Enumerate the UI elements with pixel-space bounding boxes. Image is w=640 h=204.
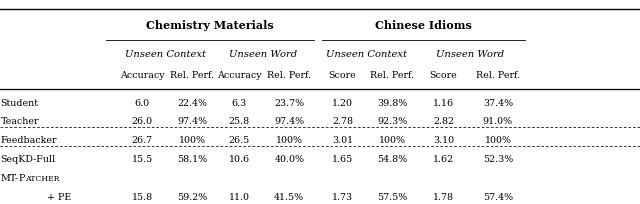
Text: 37.4%: 37.4% [483,99,513,108]
Text: 3.10: 3.10 [433,136,454,145]
Text: 1.73: 1.73 [332,193,353,202]
Text: 100%: 100% [484,136,511,145]
Text: 59.2%: 59.2% [177,193,207,202]
Text: 1.20: 1.20 [332,99,353,108]
Text: 39.8%: 39.8% [377,99,408,108]
Text: 92.3%: 92.3% [377,118,408,126]
Text: Feedbacker: Feedbacker [1,136,57,145]
Text: 54.8%: 54.8% [377,155,408,164]
Text: 2.82: 2.82 [433,118,454,126]
Text: 1.65: 1.65 [332,155,353,164]
Text: Unseen Word: Unseen Word [436,50,504,59]
Text: 1.16: 1.16 [433,99,454,108]
Text: Unseen Word: Unseen Word [229,50,297,59]
Text: 26.0: 26.0 [131,118,153,126]
Text: 2.78: 2.78 [332,118,353,126]
Text: 52.3%: 52.3% [483,155,513,164]
Text: 23.7%: 23.7% [274,99,305,108]
Text: Unseen Context: Unseen Context [125,50,205,59]
Text: 58.1%: 58.1% [177,155,207,164]
Text: 26.7: 26.7 [131,136,153,145]
Text: Score: Score [328,71,356,80]
Text: Rel. Perf.: Rel. Perf. [371,71,414,80]
Text: 100%: 100% [379,136,406,145]
Text: Accuracy: Accuracy [217,71,262,80]
Text: Accuracy: Accuracy [120,71,164,80]
Text: 57.5%: 57.5% [377,193,408,202]
Text: 22.4%: 22.4% [177,99,207,108]
Text: Student: Student [1,99,38,108]
Text: 26.5: 26.5 [228,136,250,145]
Text: 40.0%: 40.0% [275,155,304,164]
Text: Score: Score [429,71,458,80]
Text: 97.4%: 97.4% [177,118,207,126]
Text: Rel. Perf.: Rel. Perf. [170,71,214,80]
Text: ATCHER: ATCHER [25,175,60,183]
Text: 57.4%: 57.4% [483,193,513,202]
Text: 15.5: 15.5 [131,155,153,164]
Text: Chinese Idioms: Chinese Idioms [375,20,472,31]
Text: 100%: 100% [179,136,205,145]
Text: + PE: + PE [47,193,71,202]
Text: 97.4%: 97.4% [274,118,305,126]
Text: 91.0%: 91.0% [483,118,513,126]
Text: 25.8: 25.8 [228,118,250,126]
Text: 11.0: 11.0 [229,193,250,202]
Text: 10.6: 10.6 [228,155,250,164]
Text: Rel. Perf.: Rel. Perf. [268,71,311,80]
Text: 100%: 100% [276,136,303,145]
Text: 1.78: 1.78 [433,193,454,202]
Text: 3.01: 3.01 [332,136,353,145]
Text: SeqKD-Full: SeqKD-Full [1,155,56,164]
Text: Rel. Perf.: Rel. Perf. [476,71,520,80]
Text: Teacher: Teacher [1,118,39,126]
Text: 41.5%: 41.5% [274,193,305,202]
Text: Chemistry Materials: Chemistry Materials [146,20,273,31]
Text: 6.0: 6.0 [134,99,150,108]
Text: 15.8: 15.8 [131,193,153,202]
Text: Unseen Context: Unseen Context [326,50,406,59]
Text: MT-: MT- [1,174,19,183]
Text: 6.3: 6.3 [232,99,247,108]
Text: P: P [19,174,25,183]
Text: 1.62: 1.62 [433,155,454,164]
